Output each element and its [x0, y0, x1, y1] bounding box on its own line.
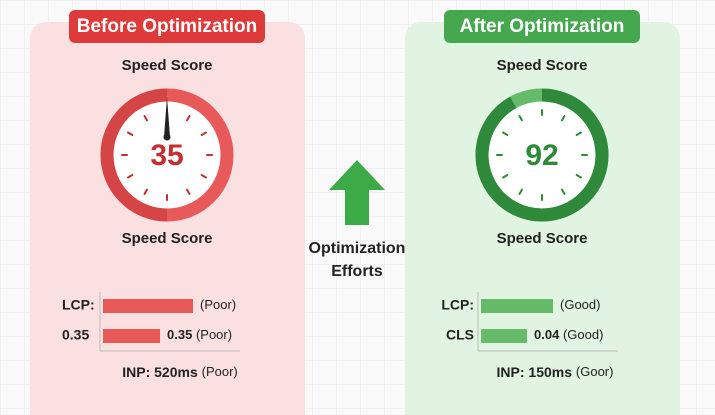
- panel-title: Before Optimization: [77, 16, 258, 37]
- center-label: Optimization: [309, 240, 406, 257]
- metric-bar: [481, 329, 527, 343]
- metric-value: 0.35: [167, 327, 192, 342]
- summary-label: INP: 150ms: [497, 364, 573, 380]
- gauge-tick: [502, 131, 509, 136]
- metric-value: 0.04: [534, 327, 560, 342]
- center-label: Efforts: [331, 263, 383, 280]
- metric-text: (Poor): [200, 297, 236, 312]
- gauge-tick: [143, 115, 148, 122]
- gauge-label: Speed Score: [497, 57, 588, 74]
- metric-label: 0.35: [62, 327, 89, 343]
- metric-status: (Poor): [196, 327, 232, 342]
- summary-status: (Poor): [202, 364, 238, 379]
- gauge-tick: [143, 188, 148, 195]
- metric-status: (Good): [560, 297, 600, 312]
- metric-text: (Good): [560, 297, 600, 312]
- gauge-tick: [575, 131, 582, 136]
- panel-title: After Optimization: [460, 16, 625, 37]
- gauge-tick: [186, 115, 191, 122]
- gauge-tick: [127, 131, 134, 136]
- gauge-tick: [561, 115, 566, 122]
- metric-label: LCP:: [62, 297, 95, 313]
- metric-bar: [103, 299, 193, 313]
- title-pill: [444, 10, 640, 43]
- up-arrow: [329, 160, 385, 225]
- metric-label: LCP:: [441, 297, 474, 313]
- summary-label: INP: 520ms: [122, 364, 198, 380]
- metric-text: 0.04 (Good): [534, 327, 603, 342]
- gauge-tick: [186, 188, 191, 195]
- gauge-label: Speed Score: [122, 230, 213, 247]
- metric-label: CLS: [446, 327, 474, 343]
- metric-text: 0.35 (Poor): [167, 327, 232, 342]
- metric-bar: [481, 299, 553, 313]
- gauge-tick: [518, 188, 523, 195]
- gauge-label: Speed Score: [497, 230, 588, 247]
- gauge-tick: [200, 174, 207, 179]
- summary-status: (Goor): [576, 364, 614, 379]
- gauge-arc: [475, 88, 609, 222]
- gauge-arc: [100, 88, 168, 222]
- metric-status: (Poor): [200, 297, 236, 312]
- gauge-tick: [127, 174, 134, 179]
- summary: INP: 520ms (Poor): [122, 364, 238, 380]
- gauge-needle: [164, 97, 170, 137]
- title-pill: [69, 10, 265, 43]
- gauge-tick: [200, 131, 207, 136]
- gauge-tick: [561, 188, 566, 195]
- gauge-tick: [575, 174, 582, 179]
- summary: INP: 150ms (Goor): [497, 364, 614, 380]
- metric-status: (Good): [563, 327, 603, 342]
- score: 35: [150, 139, 183, 172]
- metric-bar: [103, 329, 160, 343]
- gauge-tick: [502, 174, 509, 179]
- gauge-tick: [518, 115, 523, 122]
- gauge-label: Speed Score: [122, 57, 213, 74]
- score: 92: [525, 139, 558, 172]
- needle-hub: [163, 133, 171, 141]
